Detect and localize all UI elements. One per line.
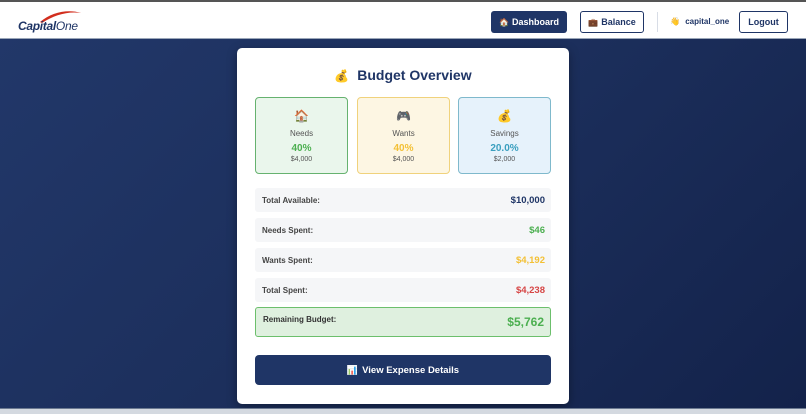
logout-label: Logout bbox=[748, 17, 779, 27]
capital-one-logo[interactable]: CapitalOne bbox=[18, 10, 82, 34]
row-label: Total Available: bbox=[262, 195, 320, 205]
tile-percent: 40% bbox=[393, 143, 414, 154]
tile-label: Needs bbox=[289, 129, 314, 138]
bar-chart-icon: 📊 bbox=[346, 364, 359, 375]
row-label: Needs Spent: bbox=[262, 225, 314, 235]
user-greeting: 👋 capital_one bbox=[670, 17, 729, 26]
row-value: $4,238 bbox=[515, 284, 545, 296]
row-value: $5,762 bbox=[507, 315, 544, 329]
budget-overview-card: 💰 Budget Overview 🏠 Needs 40% $4,000 🎮 W… bbox=[237, 48, 569, 404]
money-bag-icon: 💰 bbox=[497, 109, 512, 123]
row-value: $4,192 bbox=[515, 254, 545, 266]
row-value: $10,000 bbox=[510, 194, 545, 206]
waving-hand-icon: 👋 bbox=[670, 17, 680, 26]
logout-button[interactable]: Logout bbox=[739, 11, 788, 33]
row-value: $46 bbox=[529, 224, 545, 236]
dashboard-button[interactable]: 🏠 Dashboard bbox=[491, 11, 567, 33]
page-title: 💰 Budget Overview bbox=[237, 67, 569, 83]
view-expense-details-button[interactable]: 📊 View Expense Details bbox=[255, 355, 551, 385]
title-text: Budget Overview bbox=[357, 67, 472, 83]
savings-tile: 💰 Savings 20.0% $2,000 bbox=[458, 97, 551, 174]
bottom-edge bbox=[0, 408, 806, 414]
house-icon: 🏠 bbox=[499, 17, 509, 27]
logo-text: CapitalOne bbox=[18, 19, 78, 33]
row-label: Total Spent: bbox=[262, 285, 308, 295]
remaining-budget-row: Remaining Budget: $5,762 bbox=[255, 307, 551, 337]
balance-button[interactable]: 💼 Balance bbox=[580, 11, 644, 33]
needs-spent-row: Needs Spent: $46 bbox=[255, 218, 551, 242]
house-icon: 🏠 bbox=[294, 109, 309, 123]
tile-percent: 20.0% bbox=[490, 143, 519, 154]
tile-label: Wants bbox=[392, 129, 415, 138]
tile-amount: $4,000 bbox=[392, 156, 415, 163]
tile-amount: $4,000 bbox=[290, 156, 313, 163]
briefcase-icon: 💼 bbox=[588, 17, 599, 27]
top-navbar: CapitalOne 🏠 Dashboard 💼 Balance 👋 capit… bbox=[0, 0, 806, 39]
username: capital_one bbox=[685, 17, 730, 26]
row-label: Remaining Budget: bbox=[263, 314, 337, 324]
balance-label: Balance bbox=[601, 17, 636, 27]
total-spent-row: Total Spent: $4,238 bbox=[255, 278, 551, 302]
button-label: View Expense Details bbox=[362, 364, 460, 376]
row-label: Wants Spent: bbox=[262, 255, 313, 265]
needs-tile: 🏠 Needs 40% $4,000 bbox=[255, 97, 348, 174]
wants-spent-row: Wants Spent: $4,192 bbox=[255, 248, 551, 272]
game-controller-icon: 🎮 bbox=[396, 109, 411, 123]
dashboard-label: Dashboard bbox=[511, 17, 559, 27]
logo-swoosh-icon bbox=[40, 11, 81, 23]
tile-amount: $2,000 bbox=[493, 156, 516, 163]
money-bag-icon: 💰 bbox=[334, 69, 350, 83]
nav-divider bbox=[657, 12, 658, 32]
tile-percent: 40% bbox=[291, 143, 312, 154]
tile-label: Savings bbox=[490, 129, 519, 138]
wants-tile: 🎮 Wants 40% $4,000 bbox=[357, 97, 450, 174]
total-available-row: Total Available: $10,000 bbox=[255, 188, 551, 212]
